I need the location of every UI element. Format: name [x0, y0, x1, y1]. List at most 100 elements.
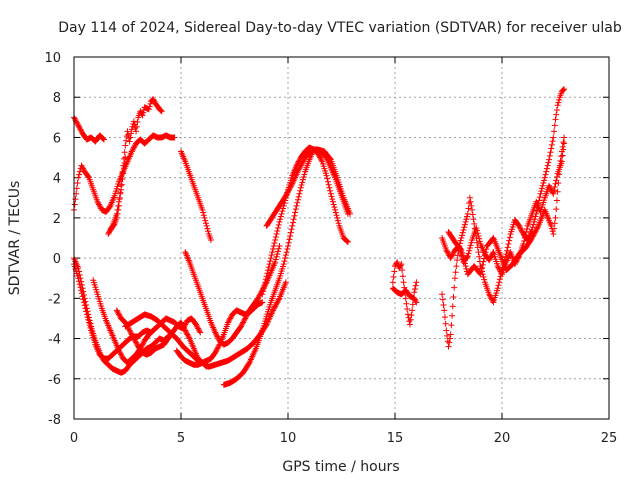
data-point-marker: [298, 182, 305, 189]
data-point-marker: [467, 242, 474, 249]
data-point-marker: [214, 345, 221, 352]
x-tick-label: 25: [601, 431, 618, 446]
data-point-marker: [412, 298, 419, 305]
data-point-marker: [483, 246, 490, 253]
data-point-marker: [240, 319, 247, 326]
data-point-marker: [468, 202, 475, 209]
data-point-marker: [496, 265, 503, 272]
data-point-marker: [329, 196, 336, 203]
data-point-marker: [453, 263, 460, 270]
data-point-marker: [299, 179, 306, 186]
data-point-marker: [441, 307, 448, 314]
data-point-marker: [443, 247, 450, 254]
data-point-marker: [465, 250, 472, 257]
data-point-marker: [550, 230, 557, 237]
data-point-marker: [270, 246, 277, 253]
data-point-marker: [324, 178, 331, 185]
data-point-marker: [556, 162, 563, 169]
data-point-marker: [205, 228, 212, 235]
data-point-marker: [532, 213, 539, 220]
x-tick-label: 5: [177, 431, 185, 446]
data-point-marker: [126, 138, 133, 145]
data-point-marker: [334, 217, 341, 224]
data-point-marker: [409, 301, 416, 308]
data-point-marker: [120, 155, 127, 162]
data-point-marker: [505, 241, 512, 248]
y-tick-label: -4: [48, 333, 61, 348]
data-point-marker: [476, 235, 483, 242]
data-point-marker: [75, 275, 82, 282]
data-point-marker: [411, 295, 418, 302]
data-point-marker: [480, 258, 487, 265]
data-point-marker: [443, 327, 450, 334]
data-point-marker: [548, 145, 555, 152]
data-point-marker: [298, 161, 305, 168]
series-trace-15: [263, 146, 354, 229]
data-point-marker: [292, 209, 299, 216]
data-point-marker: [130, 118, 137, 125]
data-point-marker: [282, 279, 289, 286]
data-point-marker: [516, 222, 523, 229]
data-point-marker: [285, 243, 291, 250]
data-point-marker: [556, 171, 563, 178]
data-point-marker: [272, 302, 279, 309]
data-point-marker: [451, 275, 458, 282]
data-point-marker: [550, 134, 557, 141]
data-point-marker: [459, 229, 466, 236]
data-point-marker: [150, 96, 157, 103]
data-point-marker: [555, 99, 562, 106]
data-point-marker: [317, 154, 324, 161]
data-point-marker: [204, 225, 211, 232]
data-point-marker: [116, 312, 123, 319]
data-point-marker: [559, 87, 566, 94]
data-point-marker: [261, 282, 268, 289]
data-point-marker: [461, 257, 468, 264]
data-point-marker: [482, 249, 489, 256]
data-point-marker: [275, 298, 282, 305]
data-point-marker: [75, 122, 82, 129]
x-tick-label: 20: [494, 431, 511, 446]
data-point-marker: [97, 204, 104, 211]
data-point-marker: [259, 299, 266, 306]
data-point-marker: [495, 282, 502, 289]
data-point-marker: [114, 206, 121, 213]
data-point-marker: [202, 220, 209, 227]
data-point-marker: [481, 252, 488, 259]
data-layer: [71, 86, 568, 388]
data-point-marker: [113, 307, 120, 314]
data-point-marker: [245, 360, 252, 367]
data-point-marker: [504, 244, 511, 251]
data-point-marker: [553, 106, 560, 113]
data-point-marker: [272, 259, 279, 266]
data-point-marker: [413, 299, 420, 306]
data-point-marker: [256, 292, 263, 299]
data-point-marker: [265, 264, 272, 271]
data-point-marker: [128, 130, 135, 137]
data-point-marker: [82, 305, 89, 312]
data-point-marker: [452, 269, 459, 276]
data-point-marker: [558, 158, 565, 165]
data-point-marker: [106, 228, 113, 235]
data-point-marker: [475, 249, 482, 256]
data-point-marker: [259, 291, 266, 298]
data-point-marker: [116, 194, 123, 201]
data-point-marker: [99, 135, 106, 142]
data-point-marker: [134, 119, 141, 126]
data-point-marker: [132, 338, 139, 345]
data-point-marker: [202, 217, 209, 224]
data-point-marker: [442, 320, 449, 327]
data-point-marker: [460, 226, 467, 233]
data-point-marker: [327, 190, 334, 197]
data-point-marker: [115, 198, 122, 205]
data-point-marker: [72, 117, 79, 124]
data-point-marker: [557, 157, 564, 164]
data-point-marker: [193, 322, 200, 329]
data-point-marker: [466, 245, 473, 252]
y-tick-label: 8: [53, 91, 61, 106]
data-point-marker: [130, 335, 137, 342]
data-point-marker: [128, 330, 135, 337]
data-point-marker: [296, 190, 303, 197]
data-point-marker: [404, 306, 411, 313]
